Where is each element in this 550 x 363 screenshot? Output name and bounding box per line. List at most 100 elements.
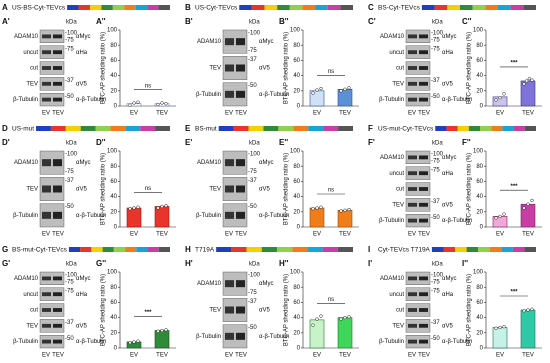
band <box>419 50 428 55</box>
construct-segment <box>239 5 252 10</box>
construct-segment <box>421 5 435 10</box>
y-tick-label: 20 <box>293 330 300 336</box>
y-tick-label: 40 <box>110 73 117 79</box>
kda-marker: -100 <box>431 152 444 158</box>
kda-marker: -100 <box>248 152 261 158</box>
kda-marker: -75 <box>248 290 257 296</box>
y-tick-label: 80 <box>476 43 483 49</box>
band <box>53 323 62 328</box>
construct-segment <box>277 5 290 10</box>
construct-segment <box>158 5 170 10</box>
kda-label: kDa <box>432 141 443 147</box>
data-point <box>128 207 132 211</box>
data-point <box>347 315 351 319</box>
construct-segment <box>36 126 51 131</box>
y-tick-label: 40 <box>110 194 117 200</box>
blot-strip <box>405 92 431 107</box>
construct-segment <box>251 5 265 10</box>
antibody-label: α-β-Tubulin <box>442 218 472 224</box>
data-point <box>311 323 315 327</box>
y-tick-label: 80 <box>110 43 117 49</box>
row-label: ADAM10 <box>380 155 405 161</box>
panel-label: H <box>185 245 191 254</box>
data-point <box>502 325 506 329</box>
chart-title: C'' <box>462 17 472 26</box>
blot-label: A' <box>2 17 10 26</box>
construct-segment <box>480 126 492 131</box>
band <box>236 159 245 167</box>
row-label: TEV <box>26 323 38 329</box>
y-tick-label: 60 <box>476 300 483 306</box>
construct-segment <box>135 5 148 10</box>
construct-segment <box>435 126 447 131</box>
band <box>236 280 245 288</box>
row-label: ADAM10 <box>197 281 222 287</box>
construct-segment <box>327 5 341 10</box>
data-point <box>522 206 526 210</box>
x-tick-label: TEV <box>339 111 351 117</box>
construct-segment <box>147 247 159 252</box>
row-label: β-Tubulin <box>196 92 221 98</box>
y-tick-label: 60 <box>476 58 483 64</box>
kda-marker: -100 <box>65 273 78 279</box>
y-tick-label: 100 <box>473 149 484 155</box>
row-label: β-Tubulin <box>13 339 38 345</box>
lane-label: TEV <box>52 111 64 117</box>
construct-segment <box>218 126 234 131</box>
band <box>408 97 417 102</box>
y-tick-label: 0 <box>297 104 301 110</box>
y-tick-label: 20 <box>476 209 483 215</box>
band <box>419 339 428 344</box>
data-point <box>343 208 347 212</box>
y-tick-label: 60 <box>293 58 300 64</box>
antibody-label: αHa <box>76 292 88 298</box>
band <box>408 202 417 207</box>
construct-segment <box>523 5 536 10</box>
construct-segment <box>263 126 279 131</box>
blot-strip <box>405 61 431 75</box>
kda-marker: -75 <box>248 169 257 175</box>
kda-marker: -50 <box>248 325 257 331</box>
row-label: uncut <box>389 292 404 298</box>
chart-title: E'' <box>279 138 288 147</box>
construct-segment <box>78 5 90 10</box>
antibody-label: αHa <box>442 50 454 56</box>
construct-segment <box>497 5 511 10</box>
y-axis-label: BTC-AP shedding ratio (%) <box>101 32 107 104</box>
panel-label: A <box>2 3 8 12</box>
kda-marker: -37 <box>248 57 257 63</box>
blot-strip <box>39 319 65 333</box>
construct-segment <box>67 5 79 10</box>
data-point <box>339 89 343 93</box>
row-label: cut <box>30 66 38 72</box>
data-point <box>498 325 502 330</box>
y-tick-label: 0 <box>297 225 301 231</box>
construct-segment <box>101 5 113 10</box>
construct-segment <box>113 247 126 252</box>
y-tick-label: 0 <box>480 225 484 231</box>
blot-label: F' <box>368 138 375 147</box>
antibody-label: αV5 <box>76 187 87 193</box>
construct-segment <box>315 5 328 10</box>
blot-strip <box>405 287 431 301</box>
band <box>42 50 51 55</box>
band <box>42 66 51 70</box>
panel-label: G <box>2 245 8 254</box>
blot-strip <box>39 287 65 301</box>
band <box>42 211 51 219</box>
kda-marker: -37 <box>431 199 440 205</box>
construct-segment <box>158 247 170 252</box>
data-point <box>522 309 526 313</box>
blot-strip <box>222 203 248 228</box>
band <box>53 81 62 86</box>
band <box>42 292 51 297</box>
lane-label: TEV <box>418 111 430 117</box>
band <box>408 292 417 297</box>
construct-segment <box>446 126 458 131</box>
data-point <box>502 212 506 216</box>
blot-strip <box>222 82 248 107</box>
y-axis-label: BTC-AP shedding ratio (%) <box>467 32 473 104</box>
construct-segment <box>80 247 92 252</box>
band <box>53 308 62 312</box>
row-label: β-Tubulin <box>379 218 404 224</box>
